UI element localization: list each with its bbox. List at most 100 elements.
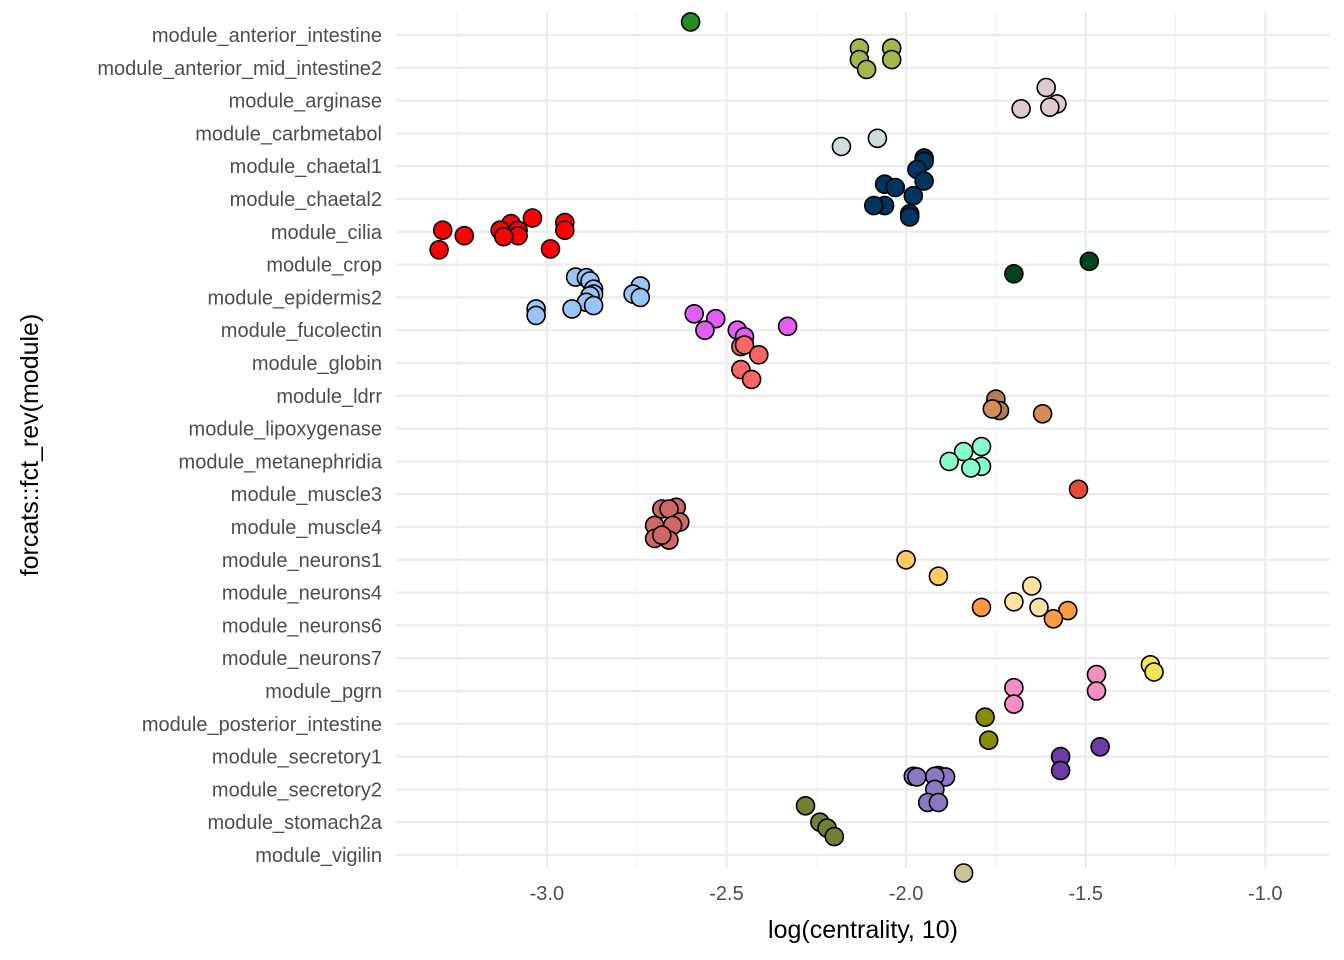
x-tick-label: -2.0 [889, 883, 923, 905]
data-point [1004, 694, 1024, 714]
data-point [526, 305, 546, 326]
data-point [971, 597, 992, 618]
data-point [1079, 251, 1100, 272]
data-point [978, 730, 999, 751]
y-tick-label: module_anterior_intestine [152, 25, 382, 47]
data-points [429, 12, 1164, 883]
data-point [684, 303, 705, 324]
y-tick-label: module_crop [266, 255, 382, 277]
y-tick-label: module_cilia [271, 222, 383, 244]
x-axis-title: log(centrality, 10) [768, 916, 958, 944]
x-tick-labels: -3.0 -2.5 -2.0 -1.5 -1.0 [530, 883, 1283, 905]
data-point [1040, 97, 1060, 117]
y-tick-label: module_muscle3 [231, 484, 382, 506]
data-point [907, 767, 927, 787]
data-point [1011, 99, 1031, 119]
x-tick-label: -1.0 [1248, 883, 1282, 905]
y-tick-label: module_ldrr [276, 386, 382, 408]
data-point [824, 826, 845, 847]
data-point [982, 399, 1003, 419]
data-point [903, 185, 924, 206]
data-point [885, 177, 906, 198]
data-point [1086, 664, 1107, 685]
data-point [554, 220, 575, 240]
data-point [695, 320, 715, 341]
data-point [1004, 263, 1024, 284]
y-tick-label: module_fucolectin [221, 320, 382, 342]
y-tick-label: module_carbmetabol [195, 123, 382, 145]
data-point [630, 287, 651, 308]
data-point [1032, 403, 1053, 424]
data-point [856, 59, 877, 80]
data-point [1144, 662, 1164, 682]
data-point [429, 240, 449, 260]
data-point [928, 566, 949, 587]
y-tick-label: module_secretory2 [212, 779, 382, 801]
data-point [953, 441, 974, 462]
data-point [896, 549, 916, 570]
data-point [562, 299, 582, 319]
data-point [1043, 608, 1064, 629]
data-point [651, 525, 672, 546]
y-tick-label: module_muscle4 [231, 517, 382, 539]
y-tick-label: module_chaetal1 [230, 156, 382, 178]
data-point [583, 295, 604, 316]
y-tick-label: module_anterior_mid_intestine2 [97, 58, 382, 80]
data-point [1090, 736, 1110, 757]
data-point [522, 208, 543, 228]
y-tick-label: module_arginase [229, 91, 382, 113]
data-point [540, 239, 561, 259]
y-axis-title: forcats::fct_rev(module) [16, 314, 44, 577]
y-tick-label: module_pgrn [265, 681, 382, 703]
data-point [748, 344, 769, 365]
data-point [493, 226, 514, 247]
grid-lines [396, 12, 1330, 868]
x-tick-label: -3.0 [530, 883, 564, 905]
y-tick-label: module_neurons6 [222, 615, 382, 637]
data-point [795, 795, 816, 816]
y-tick-label: module_neurons4 [222, 583, 382, 605]
y-tick-label: module_lipoxygenase [189, 419, 382, 441]
data-point [899, 207, 920, 227]
y-tick-label: module_globin [252, 353, 382, 375]
y-tick-label: module_secretory1 [212, 747, 382, 769]
data-point [960, 458, 981, 478]
data-point [939, 451, 960, 472]
data-point [863, 195, 884, 216]
data-point [1058, 600, 1078, 621]
data-point [1086, 681, 1107, 701]
data-point [1004, 677, 1024, 698]
data-point [1050, 760, 1071, 781]
data-point [831, 136, 852, 157]
data-point [914, 171, 934, 191]
data-point [734, 335, 755, 355]
y-tick-label: module_posterior_intestine [142, 714, 382, 736]
y-tick-label: module_stomach2a [207, 812, 382, 834]
data-point [971, 436, 992, 457]
data-point [1036, 77, 1056, 98]
y-tick-label: module_metanephridia [179, 451, 383, 473]
data-point [975, 707, 995, 728]
data-point [741, 369, 762, 390]
y-tick-label: module_epidermis2 [207, 287, 382, 309]
data-point [881, 49, 902, 70]
x-tick-label: -2.5 [709, 883, 743, 905]
data-point [867, 128, 888, 149]
x-tick-label: -1.5 [1068, 883, 1102, 905]
data-point [1029, 597, 1049, 618]
data-point [1022, 576, 1042, 596]
y-tick-label: module_chaetal2 [230, 189, 382, 211]
y-tick-label: module_neurons1 [222, 550, 382, 572]
data-point [1068, 479, 1089, 500]
data-point [454, 225, 475, 246]
data-point [953, 863, 974, 883]
y-tick-labels: module_anterior_intestine module_anterior… [97, 25, 383, 867]
data-point [432, 220, 453, 240]
y-tick-label: module_vigilin [255, 845, 382, 867]
data-point [928, 792, 949, 813]
data-point [777, 316, 798, 337]
data-point [1004, 591, 1024, 612]
data-point [680, 12, 701, 32]
y-tick-label: module_neurons7 [222, 648, 382, 670]
